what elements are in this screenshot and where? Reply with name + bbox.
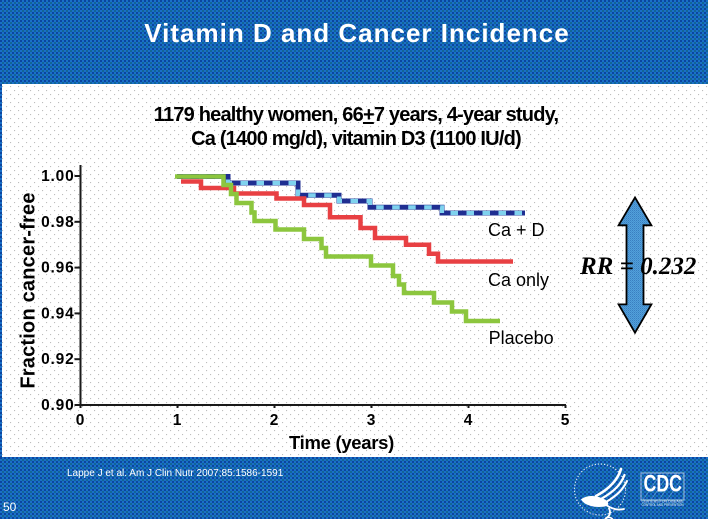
svg-text:Fraction cancer-free: Fraction cancer-free <box>18 192 40 388</box>
svg-text:RR = 0.232: RR = 0.232 <box>579 253 696 280</box>
svg-text:CDC: CDC <box>644 471 683 498</box>
svg-text:5: 5 <box>561 412 570 429</box>
svg-text:0: 0 <box>76 412 85 429</box>
svg-text:CENTERS FOR DISEASE: CENTERS FOR DISEASE <box>642 500 684 504</box>
svg-text:Time (years): Time (years) <box>289 432 394 453</box>
svg-text:4: 4 <box>464 412 473 429</box>
svg-text:Ca + D: Ca + D <box>488 220 545 240</box>
svg-text:1.00: 1.00 <box>41 168 74 185</box>
svg-text:2: 2 <box>270 412 279 429</box>
svg-text:0.96: 0.96 <box>41 260 74 277</box>
svg-text:CONTROL AND PREVENTION: CONTROL AND PREVENTION <box>642 503 685 507</box>
svg-text:0.98: 0.98 <box>41 214 74 231</box>
svg-text:1: 1 <box>173 412 182 429</box>
svg-text:0.94: 0.94 <box>41 305 74 322</box>
svg-text:3: 3 <box>367 412 376 429</box>
svg-text:0.90: 0.90 <box>41 397 74 414</box>
svg-text:Placebo: Placebo <box>489 328 554 348</box>
svg-text:0.92: 0.92 <box>41 351 74 368</box>
svg-text:Ca only: Ca only <box>488 270 549 290</box>
